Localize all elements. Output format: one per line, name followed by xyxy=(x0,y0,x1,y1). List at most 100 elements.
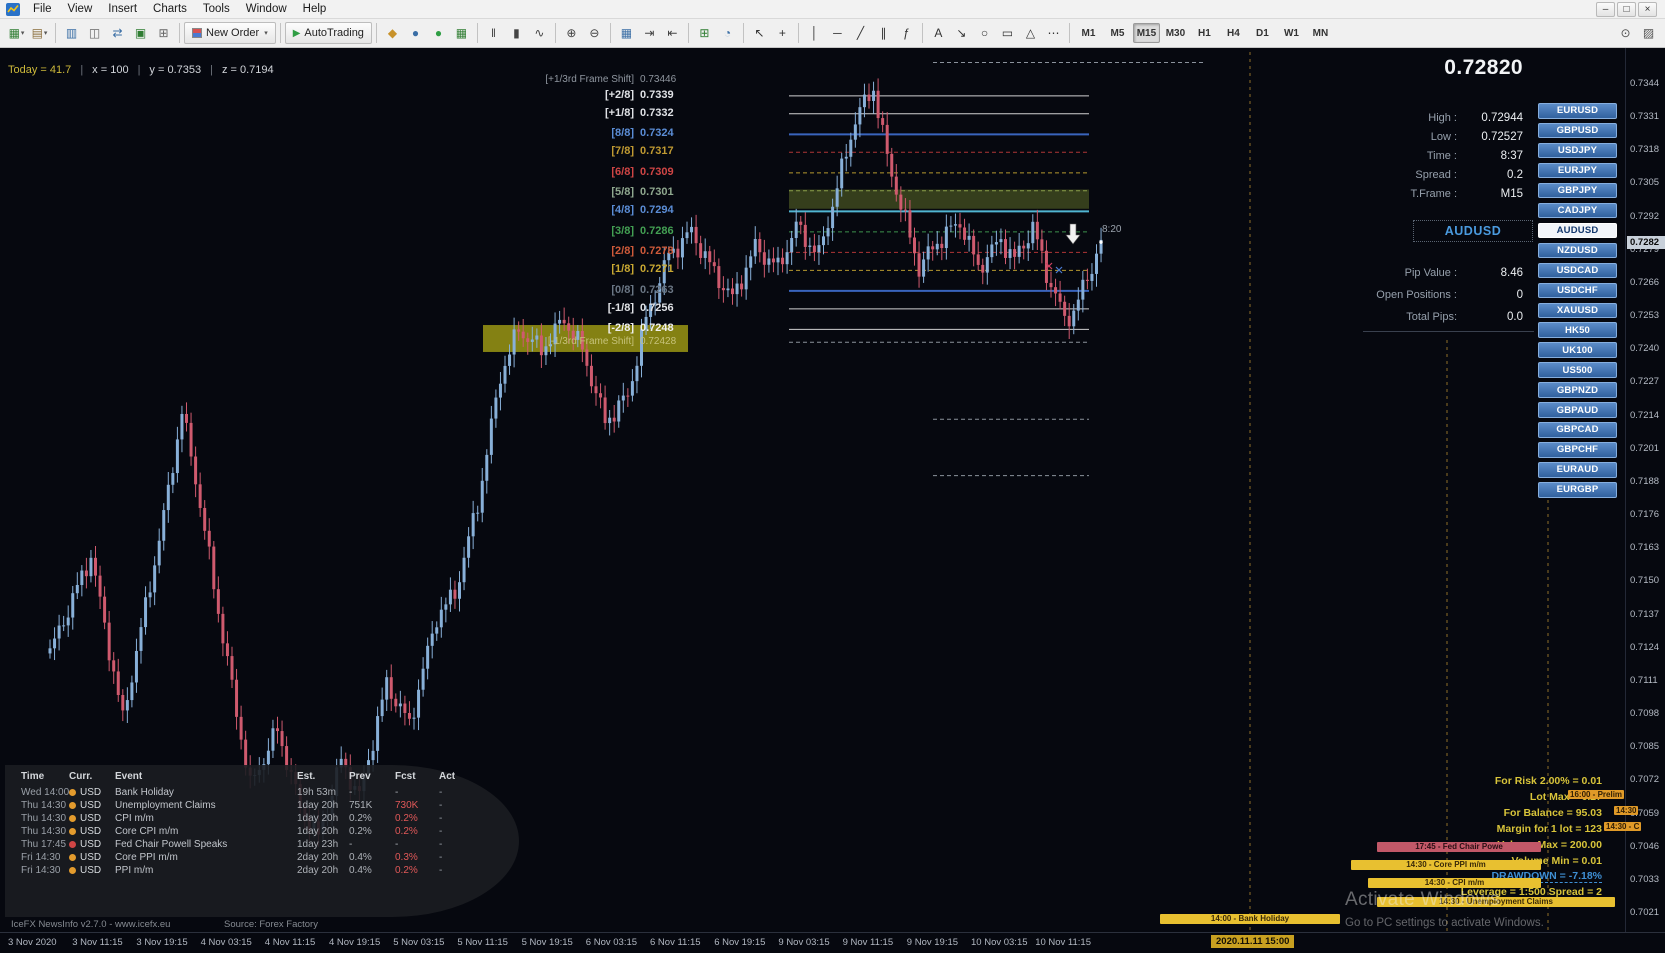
pair-button-usdchf[interactable]: USDCHF xyxy=(1538,282,1617,299)
search-icon[interactable]: ⊙ xyxy=(1620,26,1631,40)
scripts-icon[interactable]: ● xyxy=(411,26,420,40)
horizontal-line-icon[interactable]: ─ xyxy=(833,26,842,40)
news-col-act: Act xyxy=(439,771,456,782)
text-label-icon[interactable]: A xyxy=(934,26,943,40)
menu-file[interactable]: File xyxy=(33,3,52,15)
indicators-icon[interactable]: ◆ xyxy=(387,26,398,40)
time-axis-label: 4 Nov 11:15 xyxy=(264,937,316,948)
pair-button-gbpjpy[interactable]: GBPJPY xyxy=(1538,182,1617,199)
restore-button[interactable]: □ xyxy=(1617,1,1636,17)
history-center-icon[interactable]: ▦ xyxy=(455,26,468,40)
toolbar-separator xyxy=(554,23,556,43)
line-chart-type-icon[interactable]: ∿ xyxy=(534,26,545,40)
new-chart-icon[interactable]: ▦ ▾ xyxy=(8,26,25,40)
menu-charts[interactable]: Charts xyxy=(153,3,187,15)
pair-button-gbpcad[interactable]: GBPCAD xyxy=(1538,422,1617,438)
pair-button-eurgbp[interactable]: EURGBP xyxy=(1538,482,1617,498)
pair-button-usdjpy[interactable]: USDJPY xyxy=(1538,142,1617,159)
menu-tools[interactable]: Tools xyxy=(202,3,230,15)
fibonacci-icon[interactable]: ƒ xyxy=(903,26,910,40)
navigator-icon[interactable]: ⇄ xyxy=(112,26,123,40)
docking-icon[interactable]: ▨ xyxy=(1642,26,1655,40)
market-watch-icon[interactable]: ▥ xyxy=(65,26,78,40)
channel-icon[interactable]: ∥ xyxy=(880,26,887,40)
toolbar-separator xyxy=(609,23,611,43)
autotrading-button[interactable]: ▶ AutoTrading xyxy=(284,22,372,44)
event-vertical-lines xyxy=(1249,52,1549,932)
timeframe-mn[interactable]: MN xyxy=(1312,27,1329,39)
arrows-tool-icon[interactable]: ↘ xyxy=(956,26,967,40)
pair-button-nzdusd[interactable]: NZDUSD xyxy=(1538,242,1617,259)
down-arrow-icon xyxy=(1065,223,1081,245)
zoom-out-icon[interactable]: ⊖ xyxy=(589,26,600,40)
menu-help[interactable]: Help xyxy=(302,3,327,15)
price-scale-label: 0.7201 xyxy=(1630,442,1660,454)
close-button[interactable]: × xyxy=(1638,1,1657,17)
time-axis-label: 9 Nov 03:15 xyxy=(778,937,830,948)
strategy-icon[interactable]: ⊞ xyxy=(699,26,710,40)
pair-button-cadjpy[interactable]: CADJPY xyxy=(1538,202,1617,219)
vertical-line-icon[interactable]: │ xyxy=(810,26,819,40)
crosshair-icon[interactable]: + xyxy=(778,26,786,40)
more-tools-icon[interactable]: ⋯ xyxy=(1047,26,1060,40)
timeframe-m15[interactable]: M15 xyxy=(1132,23,1160,43)
price-scale-label: 0.7085 xyxy=(1630,741,1660,753)
candle-chart-type-icon[interactable]: ▮ xyxy=(513,26,520,40)
time-axis-label: 10 Nov 03:15 xyxy=(971,937,1028,948)
timeframe-m5[interactable]: M5 xyxy=(1110,27,1125,39)
minimize-button[interactable]: – xyxy=(1596,1,1615,17)
news-col-est: Est. xyxy=(297,771,316,782)
time-axis[interactable]: 3 Nov 2020 3 Nov 11:15 3 Nov 19:15 4 Nov 03… xyxy=(0,932,1665,953)
pair-button-eurusd[interactable]: EURUSD xyxy=(1538,103,1617,119)
profiles-icon[interactable]: ▤ ▾ xyxy=(31,26,48,40)
pair-button-us500[interactable]: US500 xyxy=(1538,362,1617,378)
bar-chart-type-icon[interactable]: ‖ xyxy=(490,26,496,40)
pair-button-eurjpy[interactable]: EURJPY xyxy=(1538,162,1617,179)
experts-icon[interactable]: ● xyxy=(434,26,443,40)
chart-shift-icon[interactable]: ⇤ xyxy=(667,26,678,40)
new-order-button[interactable]: New Order ▾ xyxy=(184,22,276,44)
price-scale-label: 0.7137 xyxy=(1630,608,1660,620)
timeframe-h4[interactable]: H4 xyxy=(1227,27,1240,39)
price-scale-label: 0.7227 xyxy=(1630,376,1660,388)
pair-button-hk50[interactable]: HK50 xyxy=(1538,322,1617,338)
period-clock-icon[interactable]: ◔ xyxy=(723,26,732,40)
pair-button-usdcad[interactable]: USDCAD xyxy=(1538,262,1617,279)
news-time-tag: 16:00 - Prelim xyxy=(1568,790,1625,799)
timeframe-d1[interactable]: D1 xyxy=(1256,27,1269,39)
menu-insert[interactable]: Insert xyxy=(108,3,138,15)
pair-button-audusd[interactable]: AUDUSD xyxy=(1538,222,1617,239)
timeframe-w1[interactable]: W1 xyxy=(1283,27,1299,39)
autotrading-label: AutoTrading xyxy=(304,27,364,39)
timeframe-m1[interactable]: M1 xyxy=(1081,27,1096,39)
price-scale[interactable]: 0.7344 0.7331 0.7318 0.7305 0.7292 0.7279 0.72… xyxy=(1625,48,1665,932)
pair-button-gbpaud[interactable]: GBPAUD xyxy=(1538,402,1617,418)
pair-button-gbpchf[interactable]: GBPCHF xyxy=(1538,442,1617,458)
trend-line-icon[interactable]: ╱ xyxy=(856,26,865,40)
pair-button-gbpusd[interactable]: GBPUSD xyxy=(1538,122,1617,139)
auto-scroll-icon[interactable]: ⇥ xyxy=(644,26,655,40)
new-order-label: New Order xyxy=(206,27,260,39)
ellipse-tool-icon[interactable]: ○ xyxy=(980,26,989,40)
pair-button-xauusd[interactable]: XAUUSD xyxy=(1538,302,1617,318)
murrey-lines xyxy=(789,61,1205,477)
timeframe-h1[interactable]: H1 xyxy=(1198,27,1211,39)
tile-windows-icon[interactable]: ▦ xyxy=(620,26,633,40)
strategy-tester-icon[interactable]: ⊞ xyxy=(158,26,169,40)
price-scale-label: 0.7266 xyxy=(1630,276,1660,288)
last-price-dot xyxy=(1099,240,1103,244)
menu-view[interactable]: View xyxy=(67,3,93,15)
cursor-icon[interactable]: ↖ xyxy=(754,26,765,40)
triangle-tool-icon[interactable]: △ xyxy=(1025,26,1036,40)
zoom-in-icon[interactable]: ⊕ xyxy=(566,26,577,40)
pair-button-uk100[interactable]: UK100 xyxy=(1538,342,1617,358)
terminal-icon[interactable]: ▣ xyxy=(134,26,147,40)
rectangle-tool-icon[interactable]: ▭ xyxy=(1001,26,1014,40)
pair-button-euraud[interactable]: EURAUD xyxy=(1538,462,1617,478)
timeframe-m30[interactable]: M30 xyxy=(1165,27,1186,39)
impact-dot-icon xyxy=(69,841,76,848)
menu-window[interactable]: Window xyxy=(245,3,287,15)
data-window-icon[interactable]: ◫ xyxy=(88,26,101,40)
pair-button-gbpnzd[interactable]: GBPNZD xyxy=(1538,382,1617,398)
